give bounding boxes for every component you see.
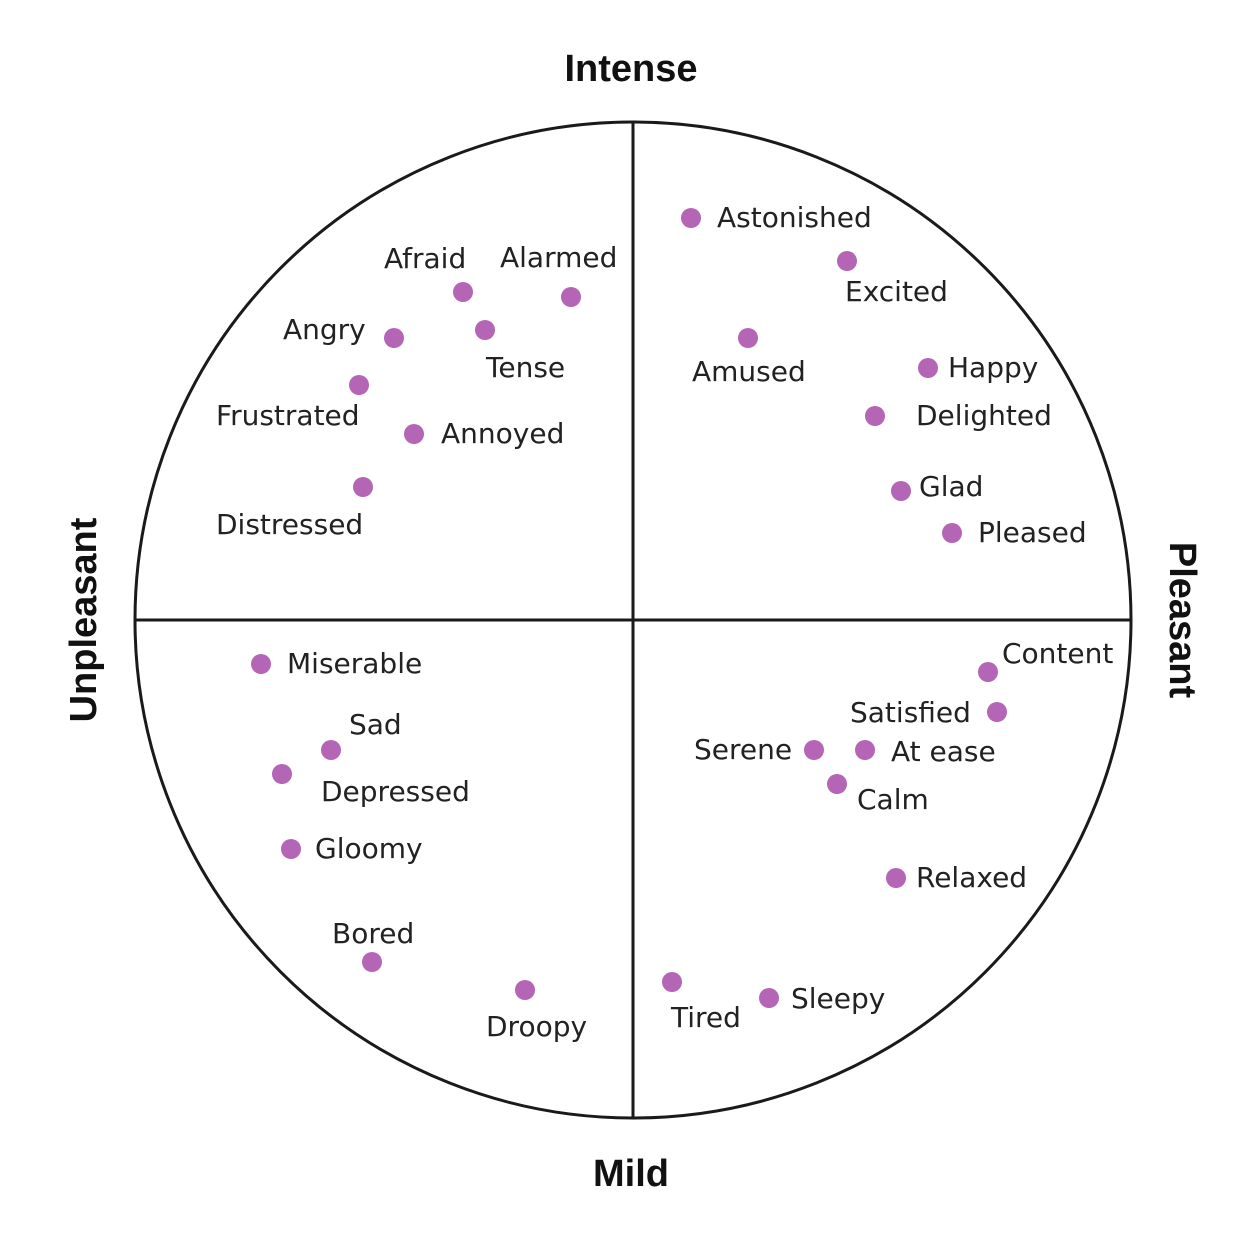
emotion-dot-excited xyxy=(837,251,857,271)
emotion-dot-relaxed xyxy=(886,868,906,888)
emotion-label-tired: Tired xyxy=(670,1001,741,1034)
emotion-dot-content xyxy=(978,662,998,682)
emotion-at-ease: At ease xyxy=(855,735,996,768)
emotion-miserable: Miserable xyxy=(251,647,422,680)
emotion-label-distressed: Distressed xyxy=(216,508,363,541)
emotion-alarmed: Alarmed xyxy=(500,241,617,307)
emotion-tense: Tense xyxy=(475,320,565,384)
emotion-dot-gloomy xyxy=(281,839,301,859)
emotion-dot-alarmed xyxy=(561,287,581,307)
emotion-label-tense: Tense xyxy=(485,351,565,384)
emotion-annoyed: Annoyed xyxy=(404,417,564,450)
emotion-dot-sleepy xyxy=(759,988,779,1008)
emotion-satisfied: Satisfied xyxy=(850,696,1007,729)
emotion-label-miserable: Miserable xyxy=(287,647,422,680)
emotion-label-sad: Sad xyxy=(349,708,402,741)
emotion-label-alarmed: Alarmed xyxy=(500,241,617,274)
emotion-dot-distressed xyxy=(353,477,373,497)
emotion-label-calm: Calm xyxy=(857,783,929,816)
emotion-dot-glad xyxy=(891,481,911,501)
emotion-label-relaxed: Relaxed xyxy=(916,861,1027,894)
emotion-label-excited: Excited xyxy=(845,275,948,308)
emotion-dot-depressed xyxy=(272,764,292,784)
emotion-dot-droopy xyxy=(515,980,535,1000)
emotion-gloomy: Gloomy xyxy=(281,832,423,865)
emotion-frustrated: Frustrated xyxy=(216,375,369,432)
emotion-dot-delighted xyxy=(865,406,885,426)
emotion-angry: Angry xyxy=(283,313,404,348)
emotion-label-frustrated: Frustrated xyxy=(216,399,360,432)
emotion-dot-annoyed xyxy=(404,424,424,444)
emotion-astonished: Astonished xyxy=(681,201,872,234)
emotion-sad: Sad xyxy=(321,708,402,760)
emotion-label-sleepy: Sleepy xyxy=(791,982,885,1015)
emotion-dot-sad xyxy=(321,740,341,760)
emotion-afraid: Afraid xyxy=(384,242,473,302)
emotion-dot-angry xyxy=(384,328,404,348)
emotion-content: Content xyxy=(978,637,1113,682)
axis-label-mild: Mild xyxy=(593,1153,669,1195)
emotion-dot-satisfied xyxy=(987,702,1007,722)
emotion-dot-miserable xyxy=(251,654,271,674)
emotion-sleepy: Sleepy xyxy=(759,982,885,1015)
emotion-bored: Bored xyxy=(332,917,414,972)
emotion-label-angry: Angry xyxy=(283,313,366,346)
emotion-dot-amused xyxy=(738,328,758,348)
emotion-label-pleased: Pleased xyxy=(978,516,1087,549)
emotion-calm: Calm xyxy=(827,774,929,816)
axis-label-pleasant: Pleasant xyxy=(1161,542,1203,699)
emotion-dot-frustrated xyxy=(349,375,369,395)
emotion-dot-astonished xyxy=(681,208,701,228)
emotion-depressed: Depressed xyxy=(272,764,470,808)
emotion-dot-at-ease xyxy=(855,740,875,760)
emotion-label-afraid: Afraid xyxy=(384,242,466,275)
emotion-amused: Amused xyxy=(692,328,806,388)
emotion-excited: Excited xyxy=(837,251,948,308)
emotion-dot-afraid xyxy=(453,282,473,302)
axis-label-intense: Intense xyxy=(564,48,697,90)
emotion-label-glad: Glad xyxy=(919,470,983,503)
axis-label-unpleasant: Unpleasant xyxy=(63,517,105,722)
emotion-label-gloomy: Gloomy xyxy=(315,832,423,865)
emotion-label-satisfied: Satisfied xyxy=(850,696,971,729)
emotion-tired: Tired xyxy=(662,972,741,1034)
emotion-distressed: Distressed xyxy=(216,477,373,541)
emotion-pleased: Pleased xyxy=(942,516,1087,549)
emotion-delighted: Delighted xyxy=(865,399,1052,432)
emotion-happy: Happy xyxy=(918,351,1038,384)
emotion-dot-tired xyxy=(662,972,682,992)
emotion-relaxed: Relaxed xyxy=(886,861,1027,894)
emotion-label-serene: Serene xyxy=(694,733,792,766)
emotion-label-depressed: Depressed xyxy=(321,775,470,808)
emotion-points: Astonished Excited Amused Happy Delighted Gla… xyxy=(216,201,1113,1043)
emotion-dot-pleased xyxy=(942,523,962,543)
emotion-dot-happy xyxy=(918,358,938,378)
emotion-dot-calm xyxy=(827,774,847,794)
emotion-serene: Serene xyxy=(694,733,824,766)
emotion-dot-tense xyxy=(475,320,495,340)
emotion-label-at-ease: At ease xyxy=(891,735,996,768)
emotion-label-happy: Happy xyxy=(948,351,1038,384)
emotion-label-delighted: Delighted xyxy=(916,399,1052,432)
emotion-label-bored: Bored xyxy=(332,917,414,950)
emotion-label-annoyed: Annoyed xyxy=(441,417,564,450)
emotion-label-amused: Amused xyxy=(692,355,806,388)
emotion-label-astonished: Astonished xyxy=(717,201,872,234)
emotion-droopy: Droopy xyxy=(486,980,587,1043)
emotion-glad: Glad xyxy=(891,470,983,503)
emotion-label-droopy: Droopy xyxy=(486,1010,587,1043)
emotion-dot-bored xyxy=(362,952,382,972)
emotion-dot-serene xyxy=(804,740,824,760)
emotion-label-content: Content xyxy=(1002,637,1113,670)
